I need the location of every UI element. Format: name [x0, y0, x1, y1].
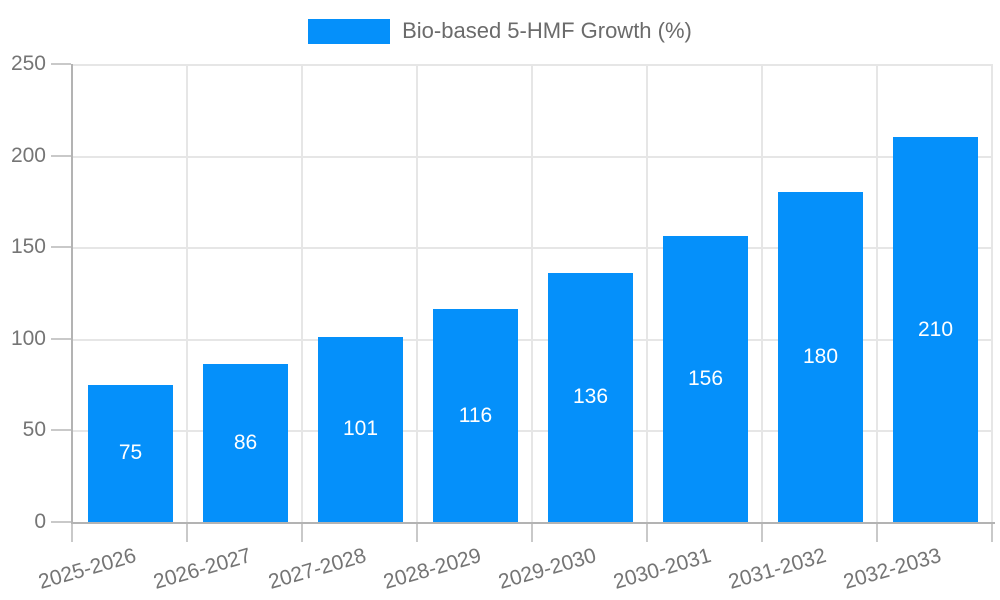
bar[interactable]: 86 — [203, 364, 288, 522]
gridline-v — [761, 64, 763, 522]
bar-value-label: 75 — [118, 441, 143, 465]
y-axis-tick-label: 0 — [34, 510, 46, 533]
x-axis-category-label: 2030-2031 — [610, 544, 714, 594]
y-axis-tick-label: 250 — [10, 52, 46, 75]
bar[interactable]: 156 — [663, 236, 748, 522]
bar-value-label: 180 — [802, 345, 839, 369]
gridline-v — [416, 64, 418, 522]
bar[interactable]: 101 — [318, 336, 403, 522]
y-tick — [51, 246, 71, 249]
x-axis-category-label: 2028-2029 — [380, 544, 484, 594]
bar[interactable]: 210 — [893, 137, 978, 522]
x-tick — [646, 524, 648, 542]
bar-value-label: 86 — [233, 431, 258, 455]
bar-value-label: 156 — [687, 367, 724, 391]
x-tick — [991, 524, 993, 542]
gridline-v — [991, 64, 993, 522]
y-tick — [51, 63, 71, 65]
gridline-v — [876, 64, 878, 522]
gridline-v — [531, 64, 533, 522]
bar-value-label: 210 — [917, 317, 954, 341]
x-tick — [761, 524, 763, 542]
gridline-v — [186, 64, 188, 522]
gridline-v — [646, 64, 648, 522]
y-tick — [51, 154, 71, 157]
x-tick — [876, 524, 878, 542]
legend-label: Bio-based 5-HMF Growth (%) — [402, 18, 692, 43]
legend-swatch — [308, 18, 391, 44]
bar-value-label: 136 — [572, 385, 609, 409]
x-axis-category-label: 2031-2032 — [725, 544, 829, 594]
y-axis-tick-label: 100 — [10, 326, 46, 350]
legend: Bio-based 5-HMF Growth (%) — [0, 18, 1000, 44]
bar[interactable]: 75 — [88, 384, 173, 522]
x-axis-category-label: 2026-2027 — [150, 544, 254, 594]
x-axis-category-label: 2029-2030 — [495, 544, 599, 594]
x-tick — [416, 524, 418, 542]
y-axis-tick-label: 200 — [10, 143, 46, 167]
gridline-v — [301, 64, 303, 522]
gridline-h — [73, 338, 993, 341]
x-tick — [531, 524, 533, 542]
x-tick — [301, 524, 303, 542]
bar[interactable]: 180 — [778, 192, 863, 522]
gridline-h — [73, 247, 993, 250]
plot-area: 0 50 100 150 200 250 75 2025-2026 86 2026-2027 101… — [11, 52, 995, 594]
bar[interactable]: 116 — [433, 309, 518, 522]
gridline-h — [73, 64, 993, 66]
y-tick — [51, 429, 71, 432]
x-tick — [71, 524, 73, 542]
x-axis-category-label: 2032-2033 — [840, 544, 944, 594]
bar[interactable]: 136 — [548, 272, 633, 522]
y-tick — [51, 337, 71, 340]
x-axis-category-label: 2027-2028 — [265, 544, 369, 594]
y-axis-tick-label: 50 — [22, 418, 46, 442]
y-tick — [51, 521, 71, 523]
x-tick — [186, 524, 188, 542]
x-axis-category-label: 2025-2026 — [35, 544, 139, 594]
x-axis-line — [71, 522, 995, 524]
gridline-h — [73, 155, 993, 158]
y-axis-line — [71, 64, 73, 524]
bar-value-label: 116 — [458, 403, 493, 427]
y-axis-tick-label: 150 — [10, 235, 46, 259]
gridline-h — [73, 430, 993, 433]
bar-value-label: 101 — [342, 417, 379, 441]
